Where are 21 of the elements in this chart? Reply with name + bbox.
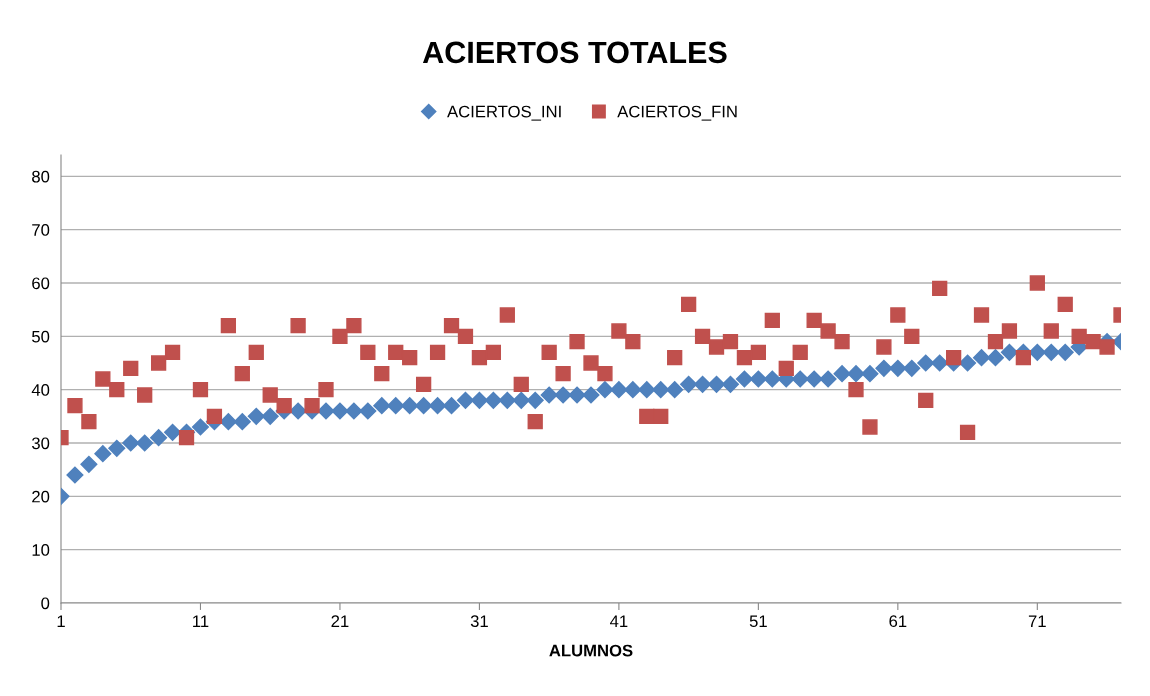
y-tick-label: 80 <box>32 170 50 183</box>
x-axis-title: ALUMNOS <box>549 644 633 657</box>
x-tick-label: 41 <box>610 615 628 627</box>
y-tick-label: 10 <box>32 544 50 556</box>
y-tick-label: 70 <box>32 224 50 236</box>
chart-title: ACIERTOS TOTALES <box>422 41 727 64</box>
x-tick-label: 31 <box>470 615 488 628</box>
y-tick-label: 30 <box>31 437 50 450</box>
x-tick-label: 11 <box>193 615 209 627</box>
x-tick-label: 71 <box>1028 615 1046 627</box>
x-tick-label: 51 <box>749 615 767 628</box>
y-tick-label: 60 <box>32 277 50 290</box>
y-tick-label: 20 <box>32 490 50 503</box>
x-tick-label: 21 <box>331 615 349 627</box>
x-tick-label: 61 <box>889 615 907 628</box>
y-tick-label: 40 <box>31 384 50 396</box>
y-tick-label: 50 <box>32 330 50 343</box>
x-tick-label: 1 <box>57 615 65 627</box>
y-tick-label: 0 <box>41 597 50 610</box>
legend-label: ACIERTOS_INI <box>447 105 561 121</box>
legend-label: ACIERTOS_FIN <box>617 105 737 121</box>
